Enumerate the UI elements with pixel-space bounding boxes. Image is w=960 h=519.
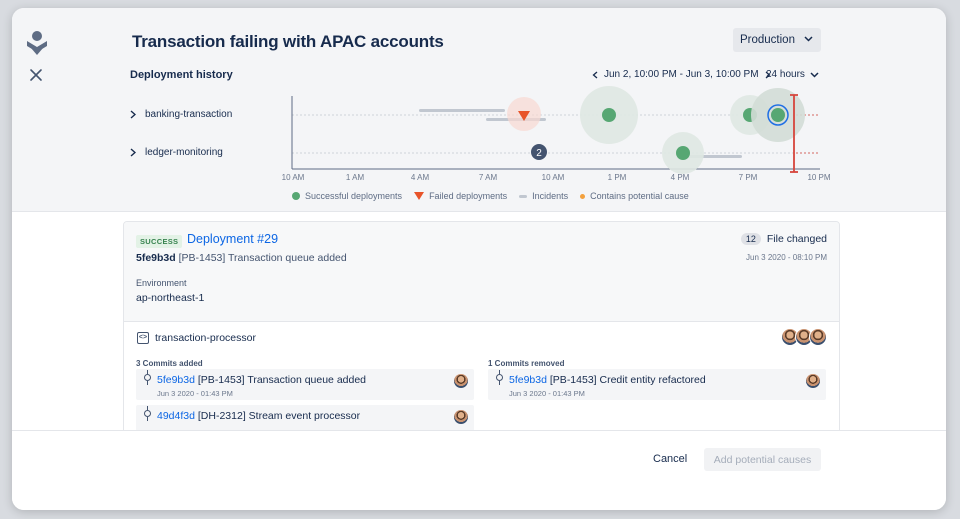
successful-deployment[interactable] [602,108,616,122]
row-banking-transaction[interactable]: banking-transaction [130,109,232,120]
legend-label: Successful deployments [305,191,403,201]
commits-added-title: 3 Commits added [136,359,203,368]
deployment-history-title: Deployment history [130,69,233,81]
deployment-commit-message: [PB-1453] Transaction queue added [178,252,347,264]
deployment-summary: SUCCESS Deployment #29 5fe9b3d [PB-1453]… [124,222,839,322]
page-title: Transaction failing with APAC accounts [132,32,444,51]
commit-hash-link[interactable]: 5fe9b3d [509,374,547,386]
row-label: ledger-monitoring [145,147,223,158]
cancel-button[interactable]: Cancel [653,453,688,465]
row-label: banking-transaction [145,109,233,120]
legend-cause[interactable]: Contains potential cause [580,191,689,201]
files-count-badge: 12 [740,233,761,245]
commit-time: Jun 3 2020 - 01:43 PM [509,389,585,398]
selected-deployment-ring [767,104,789,126]
row-ledger-monitoring[interactable]: ledger-monitoring [130,147,223,158]
chevron-down-icon [804,36,813,42]
legend-incidents[interactable]: Incidents [519,191,568,201]
legend-failed[interactable]: Failed deployments [414,191,507,201]
axis-tick-label: 7 AM [479,173,498,182]
chevron-down-icon [810,71,819,78]
failed-triangle-icon [414,192,425,200]
incident-bar[interactable] [419,109,505,112]
add-potential-causes-button[interactable]: Add potential causes [704,448,821,471]
commit-message: 5fe9b3d [PB-1453] Credit entity refactor… [509,374,706,386]
commits-removed-title: 1 Commits removed [488,359,565,368]
legend-successful[interactable]: Successful deployments [292,191,402,201]
axis-tick-label: 7 PM [739,173,758,182]
avatar [806,374,820,388]
commit-item[interactable]: 5fe9b3d [PB-1453] Credit entity refactor… [488,369,826,400]
files-changed[interactable]: 12 File changed [740,233,827,245]
date-range: Jun 2, 10:00 PM - Jun 3, 10:00 PM [592,69,771,80]
status-badge: SUCCESS [136,235,183,248]
legend-label: Incidents [532,191,569,201]
repo-name: transaction-processor [155,332,256,344]
environment-label: Environment [136,278,187,288]
deployment-timestamp: Jun 3 2020 - 08:10 PM [746,253,827,262]
close-icon[interactable] [29,68,43,82]
chevron-right-icon [130,148,136,157]
commit-text: [PB-1453] Transaction queue added [197,374,367,386]
contributors-avatars[interactable] [781,328,827,346]
commit-item[interactable]: 5fe9b3d [PB-1453] Transaction queue adde… [136,369,474,400]
chevron-right-icon [130,110,136,119]
avatar [809,328,827,346]
commit-text: [PB-1453] Credit entity refactored [549,374,706,386]
commit-hash-link[interactable]: 5fe9b3d [157,374,195,386]
commit-message: 49d4f3d [DH-2312] Stream event processor [157,410,360,422]
time-span-value: 24 hours [766,69,805,80]
commit-icon [144,370,151,385]
axis-tick-label: 4 PM [671,173,690,182]
chevron-right-icon[interactable] [765,71,771,79]
deployment-timeline: 2 10 AM 1 AM 4 AM 7 AM 10 AM 1 PM 4 PM 7… [282,86,831,182]
cause-dot-icon [580,193,586,199]
axis-tick-label: 4 AM [411,173,430,182]
commit-icon [144,406,151,421]
environment-select[interactable]: Production [733,28,821,52]
deployment-cluster-count: 2 [536,148,542,159]
commit-message: 5fe9b3d [PB-1453] Transaction queue adde… [157,374,366,386]
chevron-left-icon[interactable] [592,71,598,79]
success-dot-icon [292,192,300,200]
legend-label: Contains potential cause [590,191,689,201]
commit-text: [DH-2312] Stream event processor [197,410,361,422]
date-range-label: Jun 2, 10:00 PM - Jun 3, 10:00 PM [604,69,759,80]
incident-dash-icon [519,194,528,198]
environment-region: ap-northeast-1 [136,292,205,304]
axis-tick-label: 1 AM [346,173,365,182]
commit-item[interactable]: 49d4f3d [DH-2312] Stream event processor [136,405,474,431]
environment-value: Production [740,34,795,46]
deployment-hash: 5fe9b3d [136,252,176,264]
axis-tick-label: 10 PM [807,173,830,182]
commit-icon [496,370,503,385]
chart-legend: Successful deployments Failed deployment… [292,191,689,201]
incident-modal: Transaction failing with APAC accounts P… [12,8,946,510]
app-logo-icon [27,31,47,55]
failed-deployment-marker[interactable] [518,111,530,121]
selected-deployment[interactable] [771,108,785,122]
successful-deployment[interactable] [676,146,690,160]
modal-footer: Cancel Add potential causes [12,430,946,510]
avatar [454,374,468,388]
time-span-select[interactable]: 24 hours [766,69,819,80]
axis-tick-label: 1 PM [608,173,627,182]
code-icon: <> [137,332,149,344]
axis-tick-label: 10 AM [542,173,565,182]
deployment-link[interactable]: Deployment #29 [187,232,279,246]
commit-hash-link[interactable]: 49d4f3d [157,410,195,422]
avatar [454,410,468,424]
deployment-commit: 5fe9b3d [PB-1453] Transaction queue adde… [136,252,347,264]
files-label: File changed [766,233,827,245]
legend-label: Failed deployments [429,191,508,201]
deployment-history-panel: Transaction failing with APAC accounts P… [12,8,946,212]
axis-tick-label: 10 AM [282,173,305,182]
deployment-cluster[interactable] [531,144,547,160]
commit-time: Jun 3 2020 - 01:43 PM [157,389,233,398]
